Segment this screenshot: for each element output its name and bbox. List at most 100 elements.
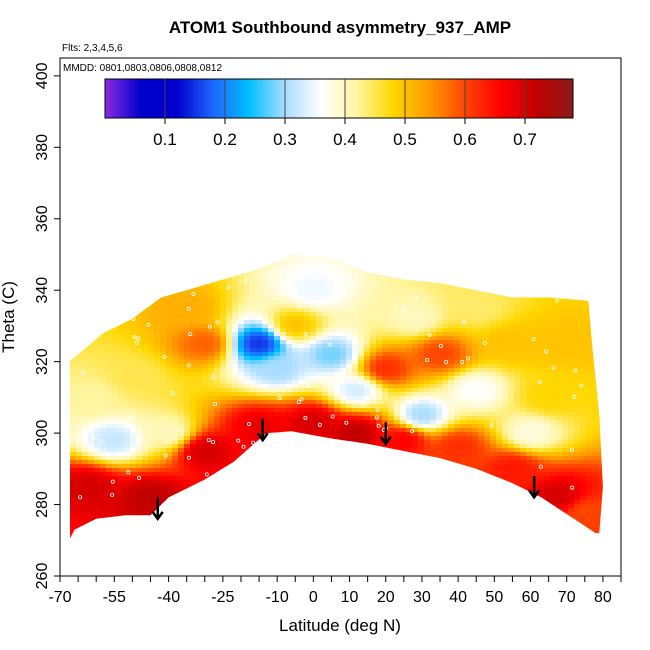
field-cell (382, 564, 389, 569)
field-cell (352, 296, 359, 301)
field-cell (298, 364, 305, 369)
field-cell (82, 444, 89, 449)
field-cell (394, 396, 401, 401)
field-cell (136, 568, 143, 573)
field-cell (346, 480, 353, 485)
field-cell (280, 264, 287, 269)
field-cell (94, 328, 101, 333)
field-cell (382, 460, 389, 465)
field-cell (376, 348, 383, 353)
field-cell (346, 316, 353, 321)
field-cell (274, 320, 281, 325)
field-cell (70, 432, 77, 437)
field-cell (274, 336, 281, 341)
field-cell (286, 524, 293, 529)
field-cell (100, 476, 107, 481)
field-cell (376, 284, 383, 289)
field-cell (196, 532, 203, 537)
field-cell (232, 560, 239, 565)
field-cell (388, 504, 395, 509)
field-cell (232, 328, 239, 333)
field-cell (304, 476, 311, 481)
field-cell (304, 280, 311, 285)
field-cell (376, 316, 383, 321)
field-cell (250, 420, 257, 425)
field-cell (124, 248, 131, 253)
field-cell (82, 292, 89, 297)
field-cell (172, 268, 179, 273)
field-cell (76, 432, 83, 437)
field-cell (82, 300, 89, 305)
field-cell (214, 384, 221, 389)
field-cell (424, 372, 431, 377)
field-cell (160, 520, 167, 525)
field-cell (178, 328, 185, 333)
field-cell (238, 272, 245, 277)
field-cell (190, 504, 197, 509)
field-cell (352, 512, 359, 517)
field-cell (244, 564, 251, 569)
field-cell (388, 300, 395, 305)
field-cell (88, 436, 95, 441)
field-cell (178, 564, 185, 569)
field-cell (70, 488, 77, 493)
field-cell (358, 412, 365, 417)
field-cell (304, 264, 311, 269)
field-cell (298, 548, 305, 553)
field-cell (202, 248, 209, 253)
field-cell (82, 496, 89, 501)
field-cell (226, 316, 233, 321)
field-cell (172, 432, 179, 437)
field-cell (196, 384, 203, 389)
field-cell (382, 412, 389, 417)
field-cell (256, 468, 263, 473)
field-cell (304, 372, 311, 377)
field-cell (280, 296, 287, 301)
field-cell (226, 488, 233, 493)
field-cell (358, 396, 365, 401)
field-cell (94, 492, 101, 497)
field-cell (244, 264, 251, 269)
field-cell (238, 528, 245, 533)
field-cell (250, 516, 257, 521)
field-cell (124, 556, 131, 559)
field-cell (142, 300, 149, 305)
field-cell (376, 288, 383, 293)
field-cell (124, 448, 131, 453)
field-cell (178, 464, 185, 469)
field-cell (94, 296, 101, 301)
field-cell (322, 384, 329, 389)
field-cell (124, 488, 131, 493)
field-cell (262, 304, 269, 309)
field-cell (220, 396, 227, 401)
field-cell (382, 380, 389, 385)
field-cell (352, 496, 359, 501)
field-cell (148, 420, 155, 425)
field-cell (142, 240, 149, 245)
field-cell (154, 276, 161, 281)
field-cell (184, 536, 191, 541)
field-cell (184, 420, 191, 425)
field-cell (118, 360, 125, 365)
field-cell (142, 536, 149, 541)
field-cell (88, 408, 95, 413)
field-cell (316, 312, 323, 317)
field-cell (130, 424, 137, 429)
field-cell (76, 564, 83, 569)
field-cell (262, 376, 269, 381)
field-cell (400, 268, 407, 273)
field-cell (286, 552, 293, 557)
field-cell (244, 492, 251, 497)
field-cell (154, 268, 161, 273)
field-cell (100, 556, 107, 559)
field-cell (76, 436, 83, 441)
field-cell (172, 296, 179, 301)
field-cell (196, 276, 203, 281)
field-cell (310, 372, 317, 377)
field-cell (322, 336, 329, 341)
field-cell (304, 516, 311, 521)
field-cell (214, 552, 221, 557)
field-cell (406, 420, 413, 425)
field-cell (112, 420, 119, 425)
field-cell (352, 248, 359, 253)
